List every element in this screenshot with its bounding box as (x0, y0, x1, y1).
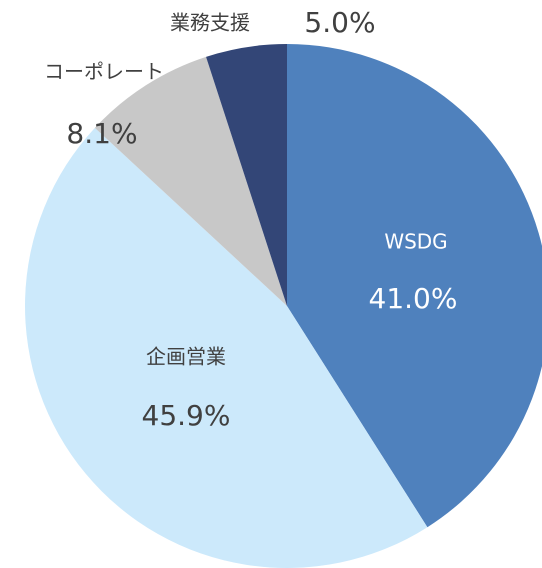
pie-slice (287, 44, 542, 528)
slice-label: コーポレート (44, 60, 164, 84)
slice-value: 8.1% (66, 117, 137, 150)
slice-label: WSDG (384, 230, 447, 254)
pie-slice (94, 56, 287, 306)
slice-value: 5.0% (304, 6, 375, 39)
pie-slice (25, 127, 428, 568)
slice-value: 41.0% (369, 282, 458, 315)
slice-value: 45.9% (142, 399, 231, 432)
pie-slice (206, 44, 287, 306)
slice-label: 企画営業 (146, 345, 226, 369)
slice-label: 業務支援 (170, 11, 250, 35)
